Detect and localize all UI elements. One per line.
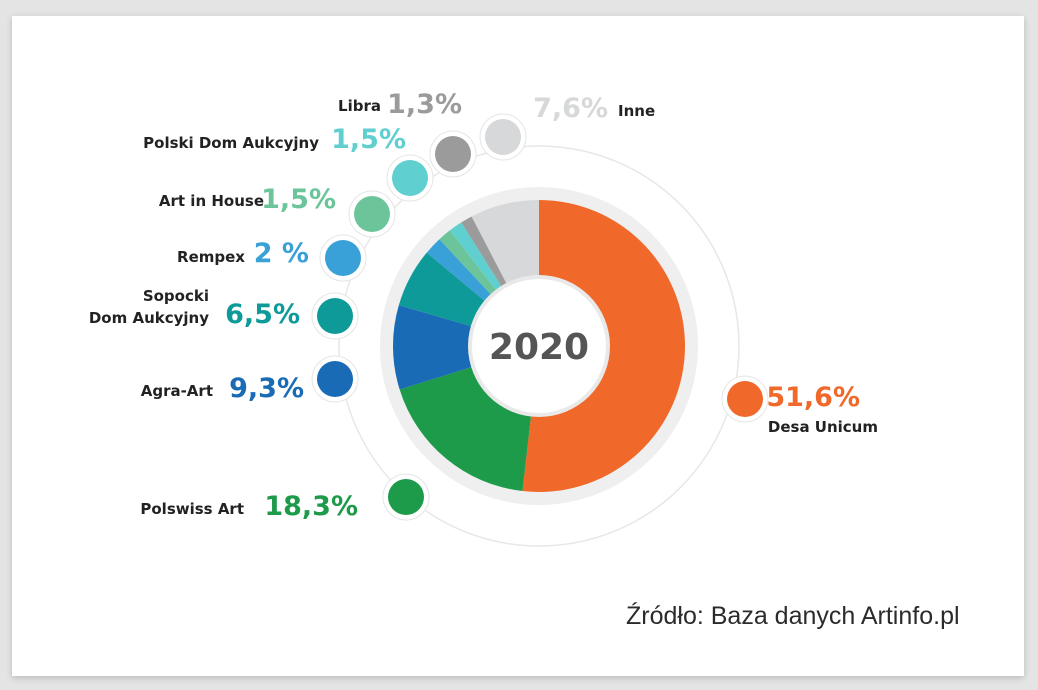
source-note: Źródło: Baza danych Artinfo.pl bbox=[626, 602, 960, 630]
name-libra: Libra bbox=[338, 97, 381, 115]
donut-chart: 2020 Desa Unicum 51,6% Polswiss Art 18,3% Agr… bbox=[89, 89, 878, 547]
name-polski-dom-aukcyjny: Polski Dom Aukcyjny bbox=[143, 134, 319, 152]
dot-desa-unicum bbox=[727, 381, 763, 417]
dot-polski-dom-aukcyjny bbox=[392, 160, 428, 196]
dot-sopocki-dom-aukcyjny bbox=[317, 298, 353, 334]
dot-inne bbox=[485, 119, 521, 155]
name-inne: Inne bbox=[618, 102, 655, 120]
dot-art-in-house bbox=[354, 196, 390, 232]
value-polswiss-art: 18,3% bbox=[264, 491, 358, 522]
value-rempex: 2 % bbox=[254, 238, 309, 269]
slice-agra-art bbox=[392, 305, 539, 390]
value-agra-art: 9,3% bbox=[229, 373, 304, 404]
name-polswiss-art: Polswiss Art bbox=[140, 500, 244, 518]
value-polski-dom-aukcyjny: 1,5% bbox=[331, 124, 406, 155]
dot-agra-art bbox=[317, 361, 353, 397]
value-desa-unicum: 51,6% bbox=[766, 382, 860, 413]
value-art-in-house: 1,5% bbox=[261, 184, 336, 215]
dot-rempex bbox=[325, 240, 361, 276]
dot-libra bbox=[435, 136, 471, 172]
value-sopocki-dom-aukcyjny: 6,5% bbox=[225, 299, 300, 330]
name-rempex: Rempex bbox=[177, 248, 245, 266]
dot-polswiss-art bbox=[388, 479, 424, 515]
center-label: 2020 bbox=[489, 327, 589, 368]
name-sopocki-dom-aukcyjny-line1: Sopocki bbox=[143, 287, 209, 305]
orbit-ring bbox=[338, 145, 740, 547]
chart-card: 2020 Desa Unicum 51,6% Polswiss Art 18,3% Agr… bbox=[12, 16, 1024, 676]
name-art-in-house: Art in House bbox=[159, 192, 264, 210]
name-agra-art: Agra-Art bbox=[141, 382, 213, 400]
name-sopocki-dom-aukcyjny-line2: Dom Aukcyjny bbox=[89, 309, 209, 327]
name-desa-unicum: Desa Unicum bbox=[768, 418, 878, 436]
value-libra: 1,3% bbox=[387, 89, 462, 120]
center-hole bbox=[472, 279, 606, 413]
value-inne: 7,6% bbox=[533, 93, 608, 124]
